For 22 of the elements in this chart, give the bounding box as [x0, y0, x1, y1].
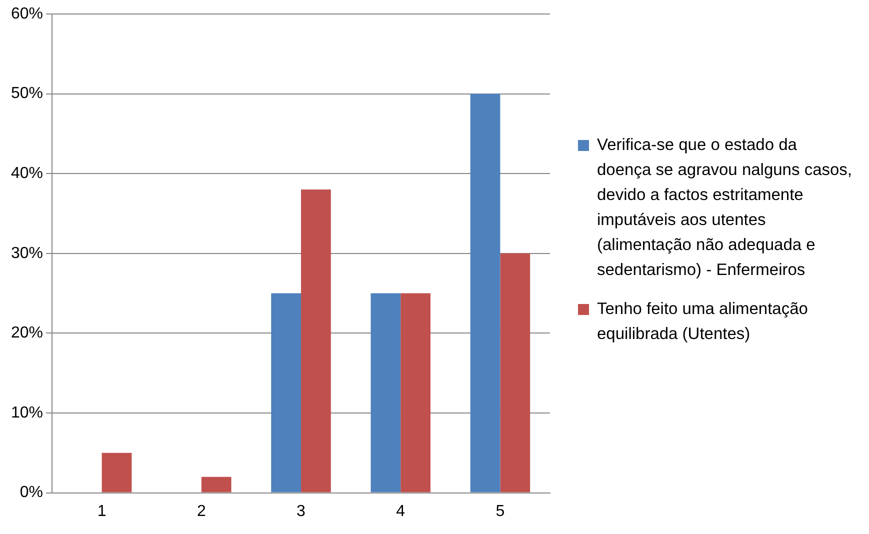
y-tick-label: 50%: [10, 85, 44, 102]
y-tick-label: 60%: [10, 5, 44, 22]
bar: [201, 476, 232, 492]
bar: [271, 293, 302, 492]
x-tick-label: 1: [97, 502, 106, 520]
x-tick-label: 3: [296, 502, 306, 520]
x-tick-label: 4: [396, 502, 406, 520]
y-tick-label: 40%: [10, 165, 44, 182]
bar: [500, 253, 530, 492]
bar: [470, 94, 500, 492]
x-tick-label: 5: [496, 502, 505, 520]
legend-label: Verifica-se que o estado da doença se agravou nalguns casos, devido a factos estritamente imputáveis aos utentes (alimentação não adequada e sedentarismo) - Enfermeiros: [597, 135, 853, 281]
legend-label: Tenho feito uma alimentação equilibrada (Utentes): [597, 299, 809, 345]
bar: [102, 452, 132, 492]
y-tick-label: 30%: [10, 244, 44, 262]
y-tick-label: 0%: [20, 484, 44, 502]
bar: [301, 190, 331, 492]
bar: [370, 293, 401, 492]
bar: [400, 293, 430, 492]
x-tick-label: 2: [196, 502, 206, 520]
y-tick-label: 20%: [10, 324, 44, 342]
y-tick-label: 10%: [10, 404, 44, 422]
